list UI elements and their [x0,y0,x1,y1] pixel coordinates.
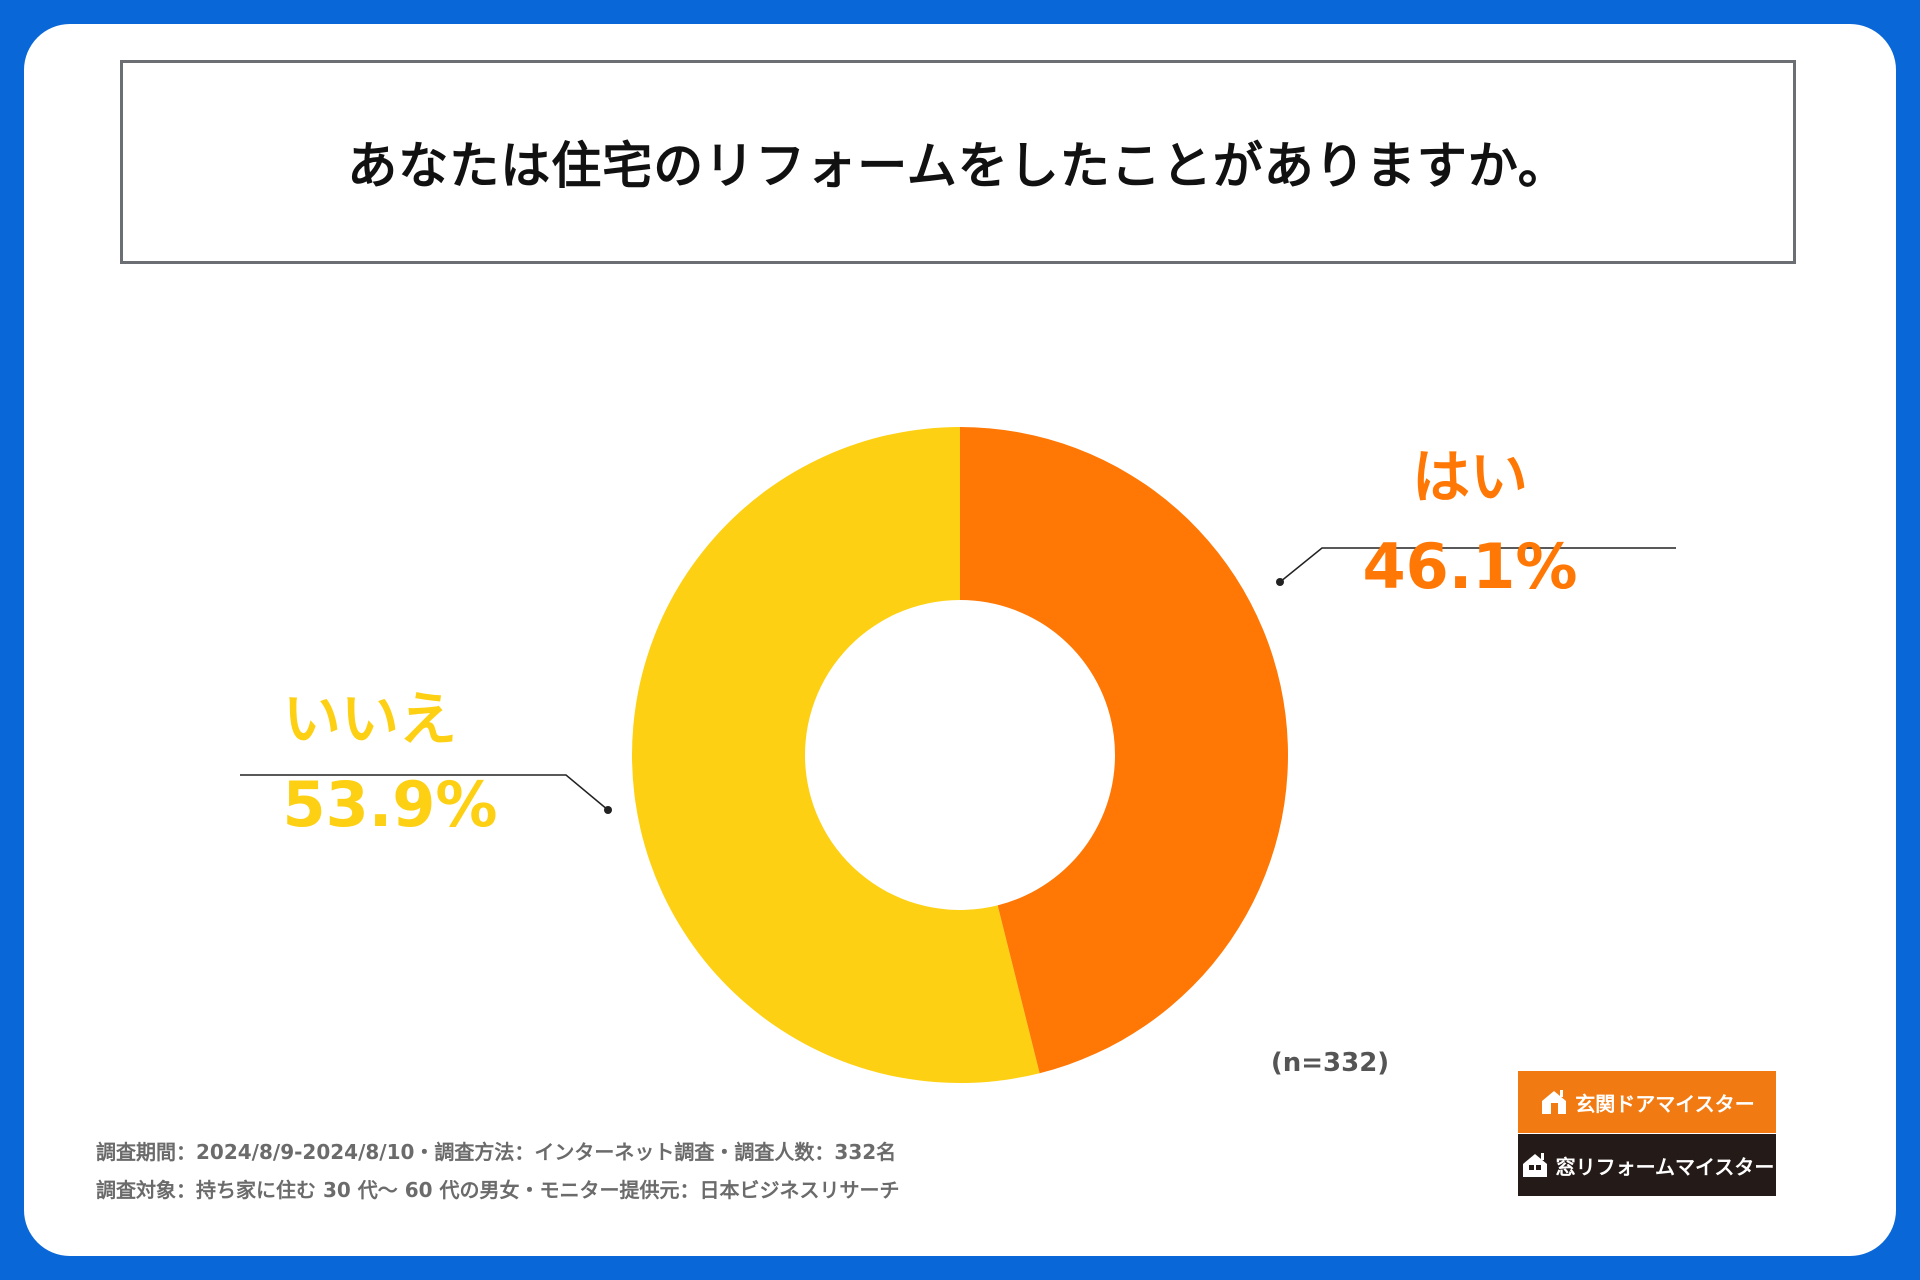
logo-door-meister: 玄関ドアマイスター [1518,1071,1776,1133]
title-box: あなたは住宅のリフォームをしたことがありますか。 [120,60,1796,264]
logo-door-label: 玄関ドアマイスター [1575,1091,1755,1116]
slice-label-hai: はい [1411,443,1528,511]
sample-size: (n=332) [1270,1048,1390,1078]
house-window-icon [1522,1153,1547,1177]
donut-slices [631,427,1288,1083]
slice-value-hai: 46.1% [1362,530,1578,603]
logo-window-meister: 窓リフォームマイスター [1518,1134,1776,1196]
donut-slice-iie [631,427,1040,1083]
logo-window-label: 窓リフォームマイスター [1555,1154,1775,1179]
page-title: あなたは住宅のリフォームをしたことがありますか。 [347,137,1569,195]
slice-value-iie: 53.9% [282,768,498,841]
slice-label-iie: いいえ [282,685,457,753]
leader-line-iie [240,774,609,811]
donut-slice-hai [960,427,1288,1074]
footnote-survey-target: 調査対象：持ち家に住む 30 代～ 60 代の男女・モニター提供元：日本ビジネス… [96,1178,900,1202]
leader-dot-iie [604,806,612,814]
house-door-icon [1542,1090,1567,1114]
footnote-survey-period: 調査期間：2024/8/9-2024/8/10・調査方法：インターネット調査・調… [96,1140,897,1164]
leader-dot-hai [1276,578,1284,586]
leader-line-hai [1279,547,1676,583]
